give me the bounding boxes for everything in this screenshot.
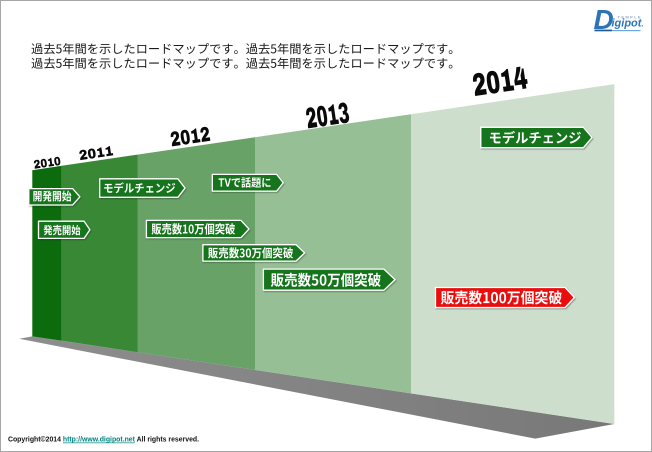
svg-text:D: D xyxy=(594,4,614,35)
svg-text:igipot.: igipot. xyxy=(612,18,644,30)
svg-text:TEMPLE: TEMPLE xyxy=(618,14,643,19)
svg-text:Copyright©2014 http://www.digi: Copyright©2014 http://www.digipot.net Al… xyxy=(8,436,199,444)
